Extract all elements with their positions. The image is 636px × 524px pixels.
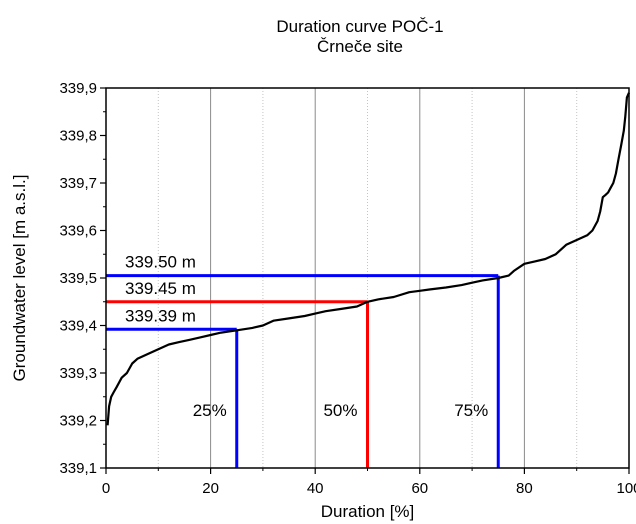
annotation-layer: 339.50 m 75% 339.45 m 50% 339.39 m 25% [106, 253, 500, 468]
y-tick-label: 339,1 [59, 460, 97, 477]
axis-layer: 0 20 40 60 80 100 339,1 339,2 339,3 339,4 339,5 339… [59, 80, 636, 497]
x-tick-label: 20 [202, 480, 219, 497]
x-axis-label: Duration [%] [321, 502, 415, 521]
y-tick-label: 339,2 [59, 413, 97, 430]
chart-subtitle: Črneče site [317, 37, 403, 56]
y-tick-label: 339,4 [59, 318, 97, 335]
duration-curve-line [106, 92, 631, 426]
percent-annotation-label: 75% [454, 401, 488, 420]
chart-title: Duration curve POČ-1 [276, 17, 444, 36]
y-axis-label: Groundwater level [m a.s.l.] [10, 175, 29, 382]
y-tick-label: 339,9 [59, 80, 97, 97]
percent-annotation-label: 50% [323, 401, 357, 420]
x-tick-label: 0 [102, 480, 110, 497]
x-tick-label: 80 [516, 480, 533, 497]
x-tick-label: 40 [307, 480, 324, 497]
grid-layer [157, 88, 578, 468]
level-annotation-label: 339.45 m [125, 279, 196, 298]
y-tick-label: 339,6 [59, 223, 97, 240]
level-annotation-label: 339.39 m [125, 306, 196, 325]
y-tick-label: 339,7 [59, 175, 97, 192]
series-layer [106, 92, 631, 426]
percent-annotation-label: 25% [193, 401, 227, 420]
x-tick-label: 60 [411, 480, 428, 497]
x-tick-label: 100 [616, 480, 636, 497]
y-tick-label: 339,8 [59, 128, 97, 145]
y-tick-label: 339,5 [59, 270, 97, 287]
level-annotation-label: 339.50 m [125, 253, 196, 272]
y-tick-label: 339,3 [59, 365, 97, 382]
